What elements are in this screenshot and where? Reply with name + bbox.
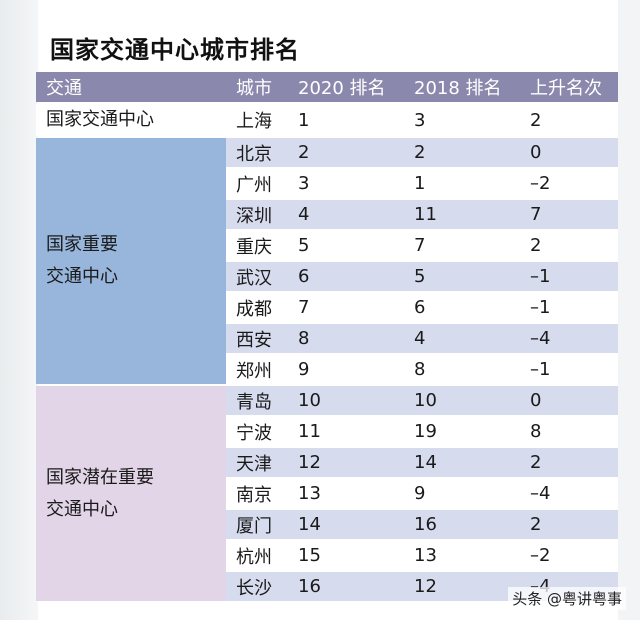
rank-change-cell: 2: [520, 448, 618, 477]
city-cell: 郑州: [226, 355, 288, 384]
rank-change-cell: –2: [520, 169, 618, 198]
city-cell: 宁波: [226, 417, 288, 446]
city-cell: 重庆: [226, 231, 288, 260]
ranking-table: 交通 城市 2020 排名 2018 排名 上升名次 国家交通中心 上海 1 3 2 国家…: [36, 70, 618, 603]
rank-2020-cell: 8: [288, 324, 404, 353]
rank-change-cell: 2: [520, 510, 618, 539]
page-title: 国家交通中心城市排名: [50, 36, 300, 64]
table-row: 国家重要 交通中心 北京 2 2 0: [36, 138, 618, 384]
rank-2018-cell: 3: [404, 104, 520, 136]
group-potential-hub-label: 国家潜在重要 交通中心: [36, 386, 226, 601]
watermark: 头条 @粤讲粤事: [508, 587, 626, 610]
rank-change-cell: 8: [520, 417, 618, 446]
rank-change-cell: –2: [520, 541, 618, 570]
rank-change-cell: 7: [520, 200, 618, 229]
rank-2018-cell: 4: [404, 324, 520, 353]
rank-2020-cell: 15: [288, 541, 404, 570]
rank-change-cell: –1: [520, 355, 618, 384]
column-header-rank-change: 上升名次: [520, 72, 618, 102]
table-row: 厦门 14 16 2: [36, 510, 618, 539]
table-row: 广州 3 1 –2: [36, 169, 618, 198]
table-row: 南京 13 9 –4: [36, 479, 618, 508]
rank-change-cell: 2: [520, 104, 618, 136]
rank-2020-cell: 4: [288, 200, 404, 229]
table-row: 郑州 9 8 –1: [36, 355, 618, 384]
city-cell: 杭州: [226, 541, 288, 570]
rank-2018-cell: 13: [404, 541, 520, 570]
table-row: 深圳 4 11 7: [36, 200, 618, 229]
rank-change-cell: –1: [520, 293, 618, 322]
table-row: 国家交通中心 上海 1 3 2: [36, 104, 618, 136]
table-row: 重庆 5 7 2: [36, 231, 618, 260]
rank-2020-cell: 10: [288, 386, 404, 415]
rank-change-cell: 2: [520, 231, 618, 260]
rank-2018-cell: 14: [404, 448, 520, 477]
rank-2020-cell: 3: [288, 169, 404, 198]
rank-change-cell: 0: [520, 138, 618, 167]
rank-2020-cell: 14: [288, 510, 404, 539]
city-cell: 武汉: [226, 262, 288, 291]
rank-2020-cell: 13: [288, 479, 404, 508]
right-background-strip: [618, 0, 640, 620]
rank-2020-cell: 16: [288, 572, 404, 601]
rank-2018-cell: 6: [404, 293, 520, 322]
table-row: 杭州 15 13 –2: [36, 541, 618, 570]
rank-change-cell: –4: [520, 324, 618, 353]
rank-2020-cell: 2: [288, 138, 404, 167]
rank-2020-cell: 7: [288, 293, 404, 322]
rank-2018-cell: 7: [404, 231, 520, 260]
rank-change-cell: –4: [520, 479, 618, 508]
city-cell: 天津: [226, 448, 288, 477]
rank-2018-cell: 1: [404, 169, 520, 198]
rank-2020-cell: 9: [288, 355, 404, 384]
column-header-rank-2018: 2018 排名: [404, 72, 520, 102]
rank-2018-cell: 5: [404, 262, 520, 291]
table-row: 成都 7 6 –1: [36, 293, 618, 322]
rank-2018-cell: 2: [404, 138, 520, 167]
table-row: 天津 12 14 2: [36, 448, 618, 477]
table-row: 西安 8 4 –4: [36, 324, 618, 353]
city-cell: 上海: [226, 104, 288, 136]
rank-2018-cell: 9: [404, 479, 520, 508]
city-cell: 南京: [226, 479, 288, 508]
rank-2018-cell: 19: [404, 417, 520, 446]
left-background-strip: [0, 0, 38, 620]
city-cell: 长沙: [226, 572, 288, 601]
table-body: 国家交通中心 上海 1 3 2 国家重要 交通中心 北京 2 2 0 广州 3 1 –2 深圳 4 11 7 重庆 5…: [36, 104, 618, 601]
group-national-hub-label: 国家交通中心: [36, 104, 226, 136]
table-header-row: 交通 城市 2020 排名 2018 排名 上升名次: [36, 72, 618, 102]
table-row: 宁波 11 19 8: [36, 417, 618, 446]
ranking-table-container: 交通 城市 2020 排名 2018 排名 上升名次 国家交通中心 上海 1 3 2 国家…: [36, 70, 618, 603]
table-row: 武汉 6 5 –1: [36, 262, 618, 291]
group-important-hub-label: 国家重要 交通中心: [36, 138, 226, 384]
city-cell: 成都: [226, 293, 288, 322]
rank-2018-cell: 10: [404, 386, 520, 415]
column-header-city: 城市: [226, 72, 288, 102]
rank-2018-cell: 12: [404, 572, 520, 601]
city-cell: 广州: [226, 169, 288, 198]
rank-2018-cell: 11: [404, 200, 520, 229]
rank-2020-cell: 6: [288, 262, 404, 291]
rank-2018-cell: 16: [404, 510, 520, 539]
rank-2020-cell: 11: [288, 417, 404, 446]
rank-2020-cell: 12: [288, 448, 404, 477]
rank-2020-cell: 1: [288, 104, 404, 136]
column-header-rank-2020: 2020 排名: [288, 72, 404, 102]
city-cell: 厦门: [226, 510, 288, 539]
city-cell: 青岛: [226, 386, 288, 415]
city-cell: 西安: [226, 324, 288, 353]
rank-2018-cell: 8: [404, 355, 520, 384]
table-row: 国家潜在重要 交通中心 青岛 10 10 0: [36, 386, 618, 601]
rank-2020-cell: 5: [288, 231, 404, 260]
column-header-traffic: 交通: [36, 72, 226, 102]
rank-change-cell: –1: [520, 262, 618, 291]
city-cell: 北京: [226, 138, 288, 167]
city-cell: 深圳: [226, 200, 288, 229]
rank-change-cell: 0: [520, 386, 618, 415]
